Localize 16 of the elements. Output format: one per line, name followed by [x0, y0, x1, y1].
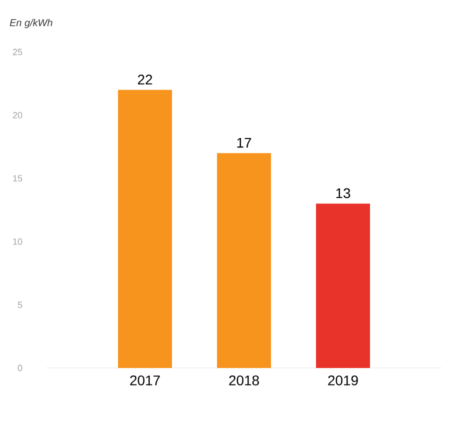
y-tick-label: 15: [13, 175, 22, 182]
y-tick-label: 0: [18, 364, 22, 372]
y-tick-label: 25: [12, 48, 22, 56]
data-label: 22: [138, 74, 152, 84]
data-label: 13: [336, 188, 350, 198]
bar: [217, 153, 272, 368]
bar: [316, 204, 370, 368]
y-axis-title: En g/kWh: [10, 18, 52, 28]
x-tick-label: 2017: [130, 375, 160, 386]
y-tick-label: 5: [18, 302, 22, 308]
y-tick-label: 20: [12, 112, 22, 118]
data-label: 17: [237, 138, 252, 148]
y-tick-label: 10: [13, 238, 22, 245]
bar: [118, 90, 172, 368]
x-tick-label: 2019: [328, 375, 358, 386]
x-tick-label: 2018: [229, 375, 259, 386]
